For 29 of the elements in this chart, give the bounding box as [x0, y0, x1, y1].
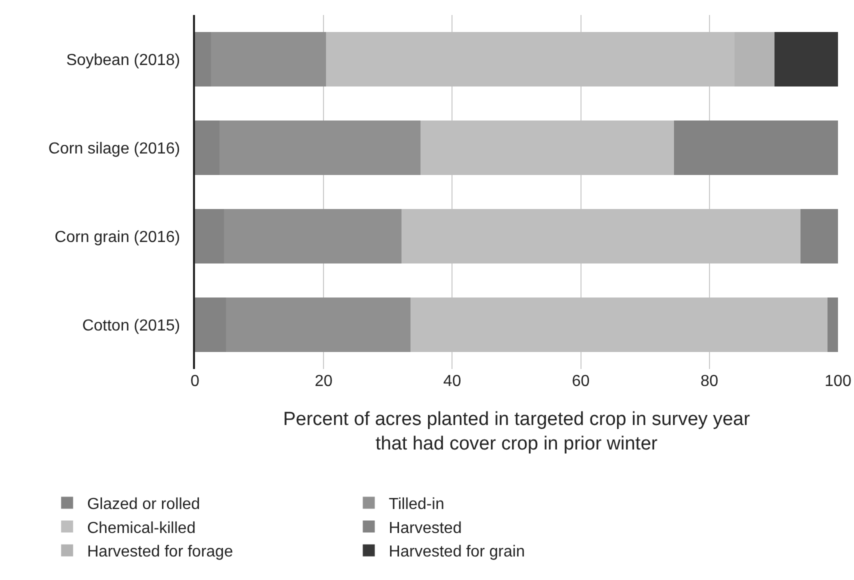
bar: [195, 297, 226, 352]
legend-label: Harvested for grain: [388, 544, 525, 561]
legend-label: Harvested: [388, 520, 462, 537]
bar: [219, 120, 421, 176]
legend-label: Harvested for forage: [87, 544, 234, 561]
bar: [195, 208, 224, 264]
y-tick-label: Soybean (2018): [66, 52, 180, 69]
y-tick-label: Cotton (2015): [82, 317, 180, 334]
bar: [211, 32, 326, 87]
x-tick-label: 60: [572, 373, 590, 390]
legend-label: Glazed or rolled: [87, 496, 200, 513]
x-tick-label: 0: [190, 373, 200, 390]
y-tick-label: Corn grain (2016): [54, 228, 180, 246]
x-axis-title: Percent of acres planted in targeted crop in survey year that had cover crop in prior winter: [283, 408, 751, 454]
y-tick-label: Corn silage (2016): [48, 140, 180, 158]
legend-label: Tilled-in: [388, 496, 444, 513]
x-tick-label: 80: [700, 373, 718, 390]
legend-label: Chemical-killed: [87, 520, 196, 537]
bar: [195, 120, 220, 176]
bar: [828, 297, 838, 352]
x-tick-label: 20: [314, 373, 333, 390]
bar: [195, 32, 212, 87]
bar: [774, 32, 838, 87]
bar: [226, 297, 410, 352]
x-tick-label: 40: [443, 373, 462, 390]
bar: [224, 208, 402, 264]
bar: [674, 120, 838, 176]
x-tick-label: 100: [824, 373, 852, 390]
bar: [800, 208, 838, 264]
